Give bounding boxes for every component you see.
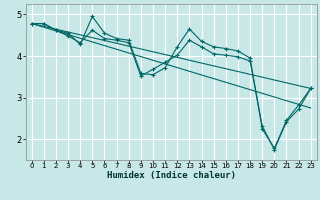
X-axis label: Humidex (Indice chaleur): Humidex (Indice chaleur) bbox=[107, 171, 236, 180]
